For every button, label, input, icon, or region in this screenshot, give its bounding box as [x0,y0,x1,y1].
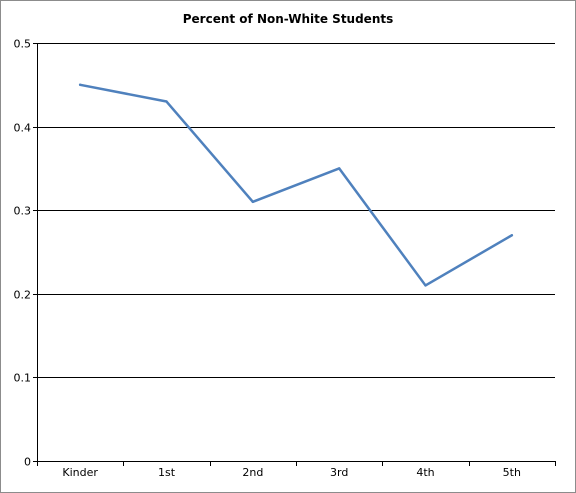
y-tick-label: 0.4 [14,122,32,135]
series-line-0 [78,83,514,287]
x-tick-label-3rd: 3rd [330,466,348,479]
data-point-2nd [251,200,255,204]
x-tick-label-5th: 5th [503,466,521,479]
y-tick-label: 0.1 [14,372,32,385]
data-point-4th [424,284,427,287]
data-point-3rd [337,167,341,170]
x-tick-label-2nd: 2nd [242,466,263,479]
data-point-1st [165,100,168,103]
y-tick-label: 0.5 [14,38,32,51]
chart-title: Percent of Non-White Students [182,12,394,26]
y-tick-label: 0.2 [14,289,32,302]
x-tick-label-4th: 4th [416,466,434,479]
y-tick-label: 0.3 [14,205,32,218]
y-tick-label: 0 [24,456,31,469]
data-point-kinder [78,83,82,87]
x-tick-label-1st: 1st [158,466,176,479]
x-tick-label-kinder: Kinder [62,466,98,479]
data-point-5th [510,234,514,237]
